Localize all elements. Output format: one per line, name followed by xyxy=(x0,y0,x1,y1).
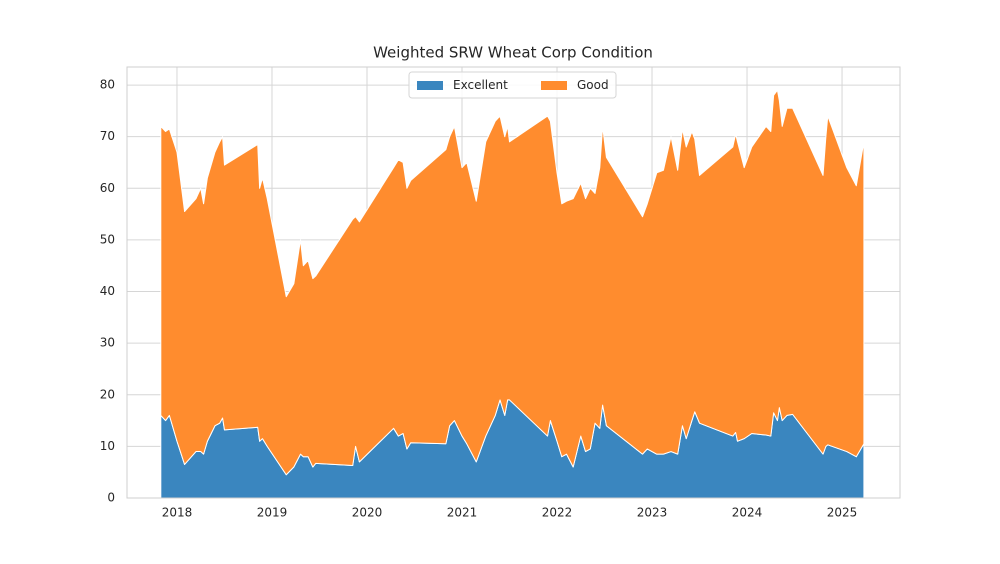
legend-box xyxy=(408,71,617,99)
y-tick-label: 40 xyxy=(100,284,115,298)
chart-title: Weighted SRW Wheat Corp Condition xyxy=(373,44,653,62)
x-tick-label: 2025 xyxy=(827,506,858,520)
x-tick-label: 2019 xyxy=(257,506,288,520)
x-tick-label: 2021 xyxy=(447,506,478,520)
y-tick-label: 60 xyxy=(100,181,115,195)
legend-label: Excellent xyxy=(453,78,508,92)
x-tick-label: 2023 xyxy=(637,506,668,520)
y-tick-label: 70 xyxy=(100,129,115,143)
x-tick-label: 2024 xyxy=(732,506,763,520)
x-tick-label: 2022 xyxy=(542,506,573,520)
y-tick-label: 10 xyxy=(100,439,115,453)
legend-swatch xyxy=(541,81,567,90)
legend-swatch xyxy=(417,81,443,90)
y-tick-label: 30 xyxy=(100,336,115,350)
y-tick-label: 20 xyxy=(100,387,115,401)
area-good xyxy=(160,89,865,476)
legend-label: Good xyxy=(577,78,609,92)
y-tick-label: 0 xyxy=(107,491,115,505)
y-tick-label: 50 xyxy=(100,232,115,246)
x-tick-label: 2018 xyxy=(162,506,193,520)
y-tick-label: 80 xyxy=(100,78,115,92)
x-tick-label: 2020 xyxy=(352,506,383,520)
plot-frame xyxy=(126,66,901,499)
